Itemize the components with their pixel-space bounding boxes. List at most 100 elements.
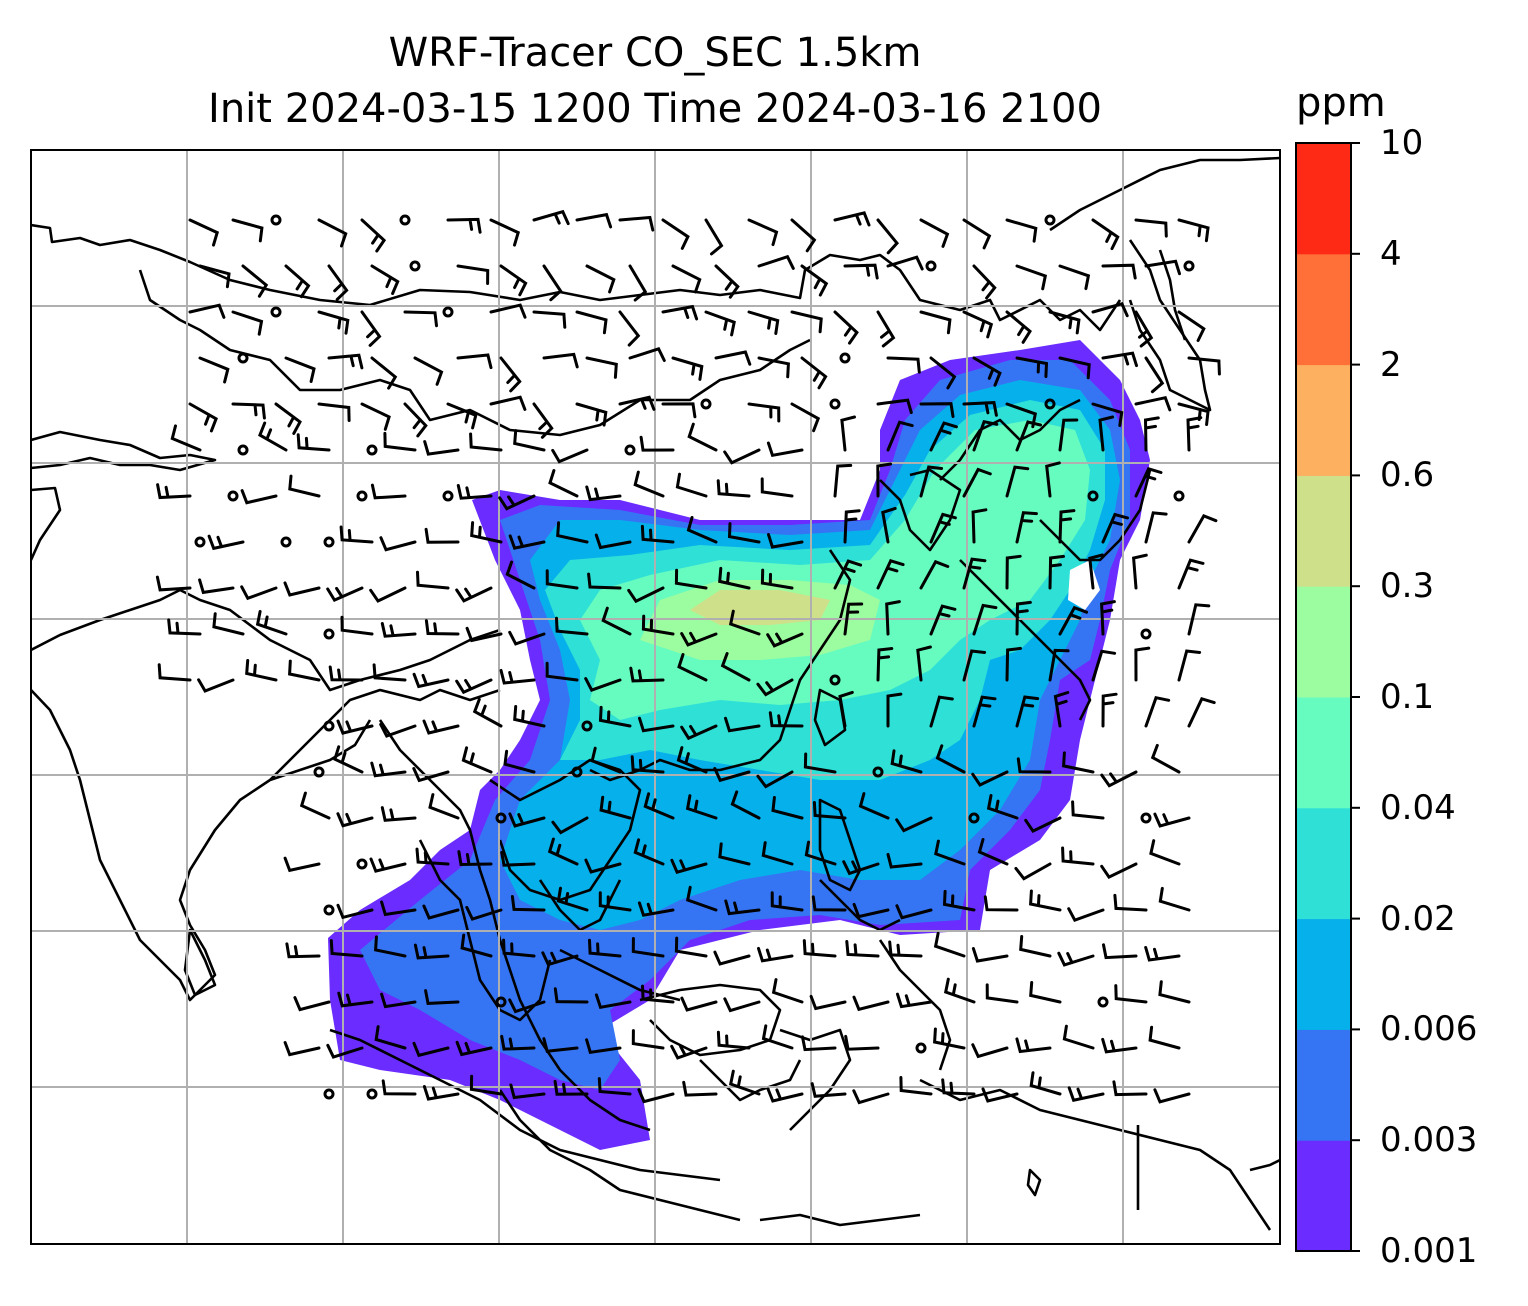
wind-barb bbox=[551, 448, 589, 464]
wind-barb bbox=[981, 1087, 1019, 1103]
wind-barb bbox=[285, 942, 321, 959]
wind-barb bbox=[1144, 259, 1181, 276]
wind-barb bbox=[1015, 511, 1038, 544]
wind-barb bbox=[1100, 600, 1116, 636]
wind-barb bbox=[895, 904, 933, 920]
wind-barb bbox=[972, 695, 997, 728]
wind-barb bbox=[590, 746, 622, 774]
wind-barb bbox=[188, 303, 226, 319]
wind-barb bbox=[167, 618, 202, 636]
wind-barb bbox=[760, 477, 794, 498]
calm-wind-marker bbox=[270, 214, 282, 226]
wind-barb bbox=[370, 761, 407, 778]
wind-barb bbox=[1015, 1037, 1052, 1054]
wind-barb bbox=[412, 672, 450, 689]
wind-barb bbox=[890, 749, 923, 774]
wind-barb bbox=[422, 904, 460, 920]
wind-barb bbox=[886, 356, 921, 374]
wind-barb bbox=[1048, 648, 1070, 682]
wind-barb bbox=[587, 572, 622, 590]
wind-barb bbox=[1067, 907, 1105, 923]
wind-barb bbox=[542, 264, 563, 302]
wind-barb bbox=[288, 474, 321, 498]
wind-barb bbox=[718, 842, 751, 866]
wind-barb bbox=[1061, 846, 1095, 866]
wind-barb bbox=[599, 795, 632, 820]
wind-barb bbox=[714, 264, 740, 299]
wind-barb bbox=[641, 614, 675, 636]
wind-barb bbox=[456, 484, 493, 500]
wind-barb bbox=[460, 933, 493, 958]
wind-barb bbox=[499, 668, 536, 685]
wind-barb bbox=[704, 218, 724, 256]
colorbar-segment bbox=[1296, 697, 1351, 809]
wind-barb bbox=[747, 402, 781, 423]
wind-barb bbox=[455, 678, 493, 695]
wind-barb bbox=[381, 1079, 417, 1096]
wind-barb bbox=[1058, 605, 1089, 636]
wind-barb bbox=[845, 940, 880, 958]
calm-wind-marker bbox=[313, 766, 325, 778]
calm-wind-marker bbox=[323, 720, 335, 732]
calm-wind-marker bbox=[366, 1088, 378, 1100]
wind-barb bbox=[542, 352, 579, 369]
wind-barb bbox=[1071, 800, 1105, 820]
wind-barb bbox=[575, 310, 608, 335]
calm-wind-marker bbox=[1140, 812, 1152, 824]
wind-barb bbox=[876, 218, 899, 255]
wind-barb bbox=[885, 600, 901, 636]
wind-barb bbox=[730, 790, 761, 820]
wind-barb bbox=[1100, 770, 1138, 788]
wind-barb bbox=[628, 264, 648, 302]
wind-barb bbox=[971, 947, 1009, 963]
wind-barb bbox=[455, 1040, 493, 1057]
wind-barb bbox=[1005, 218, 1038, 243]
wind-barb bbox=[962, 557, 987, 590]
wind-barb bbox=[677, 653, 708, 682]
calm-wind-marker bbox=[323, 628, 335, 640]
wind-barb bbox=[422, 1085, 460, 1101]
wind-barb bbox=[876, 647, 894, 682]
wind-barb bbox=[843, 509, 861, 544]
wind-barb bbox=[329, 939, 364, 958]
wind-barb bbox=[637, 1088, 675, 1104]
wind-barb bbox=[728, 609, 761, 636]
wind-barb bbox=[661, 218, 690, 250]
wind-barb bbox=[686, 516, 718, 544]
wind-barb bbox=[283, 856, 321, 873]
wind-barb bbox=[633, 470, 665, 498]
wind-barb bbox=[618, 310, 641, 347]
wind-barb bbox=[833, 559, 863, 590]
wind-barb bbox=[415, 847, 450, 866]
wind-barb bbox=[1019, 935, 1052, 958]
wind-barb bbox=[1101, 1037, 1138, 1054]
wind-barb bbox=[1177, 218, 1210, 243]
wind-barb bbox=[661, 304, 699, 321]
wind-barb bbox=[1101, 692, 1118, 728]
wind-barb bbox=[720, 652, 751, 682]
wind-barb bbox=[1015, 264, 1048, 291]
colorbar-tick-label: 0.1 bbox=[1380, 677, 1435, 717]
wind-barb bbox=[380, 992, 417, 1009]
wind-barb bbox=[1114, 984, 1148, 1004]
wind-barb bbox=[972, 356, 1002, 387]
wind-barb bbox=[1102, 943, 1138, 960]
wind-barb bbox=[372, 663, 407, 682]
wind-barb bbox=[1132, 553, 1148, 590]
wind-barb bbox=[728, 1069, 761, 1096]
calm-wind-marker bbox=[1173, 490, 1185, 502]
wind-barb bbox=[461, 746, 493, 774]
colorbar-segment bbox=[1296, 586, 1351, 698]
wind-barb bbox=[1134, 646, 1151, 682]
wind-barb bbox=[188, 218, 220, 247]
wind-barb bbox=[1005, 554, 1022, 590]
gridlines bbox=[31, 150, 1280, 1244]
wind-barb bbox=[505, 560, 536, 590]
wind-barb bbox=[1048, 554, 1065, 590]
wind-barb bbox=[929, 512, 957, 544]
wind-barb bbox=[685, 794, 718, 820]
wind-barb bbox=[1149, 839, 1181, 866]
calm-wind-marker bbox=[194, 536, 206, 548]
wind-barb bbox=[370, 356, 398, 390]
calm-wind-marker bbox=[581, 720, 593, 732]
